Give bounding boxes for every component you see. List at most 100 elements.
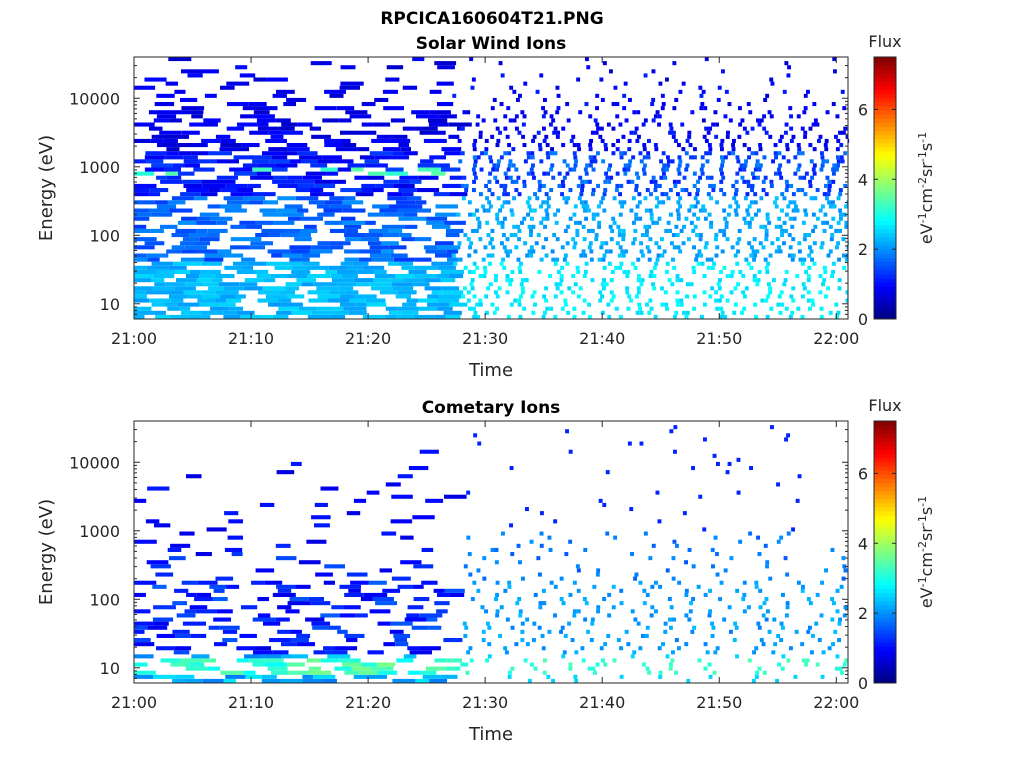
heatmap-cell: [392, 138, 411, 143]
heatmap-cell: [527, 204, 532, 209]
heatmap-cell: [715, 552, 719, 557]
heatmap-cell: [704, 126, 709, 131]
heatmap-cell: [288, 274, 308, 279]
heatmap-cell: [287, 601, 311, 606]
heatmap-cell: [638, 151, 643, 156]
heatmap-cell: [782, 196, 787, 201]
heatmap-cell: [196, 220, 217, 225]
heatmap-cell: [202, 658, 216, 663]
heatmap-cell: [457, 126, 461, 131]
heatmap-cell: [780, 302, 785, 307]
heatmap-cell: [632, 237, 637, 242]
heatmap-cell: [316, 306, 332, 311]
heatmap-cell: [551, 678, 555, 683]
heatmap-cell: [272, 314, 289, 319]
heatmap-cell: [609, 175, 614, 180]
heatmap-cell: [498, 61, 503, 66]
heatmap-cell: [695, 233, 699, 238]
heatmap-cell: [785, 147, 790, 152]
heatmap-cell: [590, 130, 595, 135]
heatmap-cell: [444, 220, 466, 225]
heatmap-cell: [809, 249, 814, 254]
x-tick-label: 21:50: [696, 329, 742, 348]
heatmap-cell: [517, 302, 522, 307]
heatmap-cell: [722, 228, 727, 233]
heatmap-cell: [711, 188, 716, 193]
heatmap-cell: [134, 200, 155, 205]
heatmap-cell: [498, 633, 502, 638]
heatmap-cell: [692, 294, 697, 299]
heatmap-cell: [685, 310, 690, 315]
heatmap-cell: [731, 147, 736, 152]
heatmap-cell: [560, 179, 565, 184]
colorbar-segment: [874, 302, 896, 308]
colorbar-segment: [874, 654, 896, 659]
heatmap-cell: [134, 212, 152, 217]
heatmap-cell: [576, 568, 581, 573]
heatmap-cell: [260, 654, 282, 659]
heatmap-cell: [764, 237, 769, 242]
heatmap-cell: [220, 143, 242, 148]
heatmap-cell: [642, 171, 647, 176]
colorbar-segment: [874, 437, 896, 442]
heatmap-cell: [382, 588, 401, 593]
heatmap-cell: [810, 298, 815, 303]
heatmap-cell: [789, 126, 794, 131]
heatmap-cell: [410, 179, 422, 184]
heatmap-cell: [779, 535, 784, 540]
heatmap-cell: [481, 204, 485, 209]
heatmap-cell: [589, 638, 594, 643]
heatmap-cell: [665, 167, 669, 172]
heatmap-cell: [366, 490, 380, 495]
heatmap-cell: [323, 646, 335, 651]
heatmap-cell: [214, 179, 236, 184]
heatmap-cell: [606, 633, 611, 638]
colorbar-segment: [874, 441, 896, 446]
heatmap-cell: [538, 183, 543, 188]
colorbar-segment: [874, 617, 896, 622]
heatmap-cell: [762, 601, 767, 606]
heatmap-cell: [731, 143, 735, 148]
heatmap-cell: [490, 228, 495, 233]
heatmap-cell: [636, 290, 641, 295]
heatmap-cell: [134, 310, 155, 315]
heatmap-cell: [571, 274, 576, 279]
heatmap-cell: [820, 155, 825, 160]
heatmap-cell: [750, 188, 754, 193]
heatmap-cell: [514, 179, 519, 184]
heatmap-cell: [495, 126, 500, 131]
heatmap-cell: [152, 584, 167, 589]
heatmap-cell: [753, 253, 757, 258]
heatmap-cell: [703, 666, 708, 671]
heatmap-cell: [472, 179, 476, 184]
heatmap-cell: [661, 102, 666, 107]
heatmap-cell: [553, 126, 558, 131]
heatmap-cell: [644, 208, 649, 213]
heatmap-cell: [296, 633, 311, 638]
heatmap-cell: [147, 257, 160, 262]
heatmap-cell: [408, 670, 421, 675]
heatmap-cell: [471, 228, 475, 233]
heatmap-cell: [332, 179, 346, 184]
heatmap-cell: [237, 122, 258, 127]
heatmap-cell: [472, 188, 476, 193]
heatmap-cell: [584, 261, 589, 266]
heatmap-cell: [812, 102, 817, 107]
heatmap-cell: [561, 143, 566, 148]
heatmap-cell: [761, 188, 766, 193]
heatmap-cell: [677, 646, 681, 651]
heatmap-cell: [517, 130, 522, 135]
heatmap-cell: [350, 580, 369, 585]
heatmap-cell: [273, 175, 288, 180]
heatmap-cell: [556, 93, 561, 98]
heatmap-cell: [588, 241, 593, 246]
heatmap-cell: [523, 658, 528, 663]
heatmap-cell: [160, 658, 180, 663]
heatmap-cell: [661, 167, 666, 172]
heatmap-cell: [756, 535, 760, 540]
heatmap-cell: [553, 314, 558, 319]
heatmap-cell: [271, 167, 288, 172]
heatmap-cell: [657, 519, 662, 524]
heatmap-cell: [844, 204, 848, 209]
heatmap-cell: [765, 269, 770, 274]
